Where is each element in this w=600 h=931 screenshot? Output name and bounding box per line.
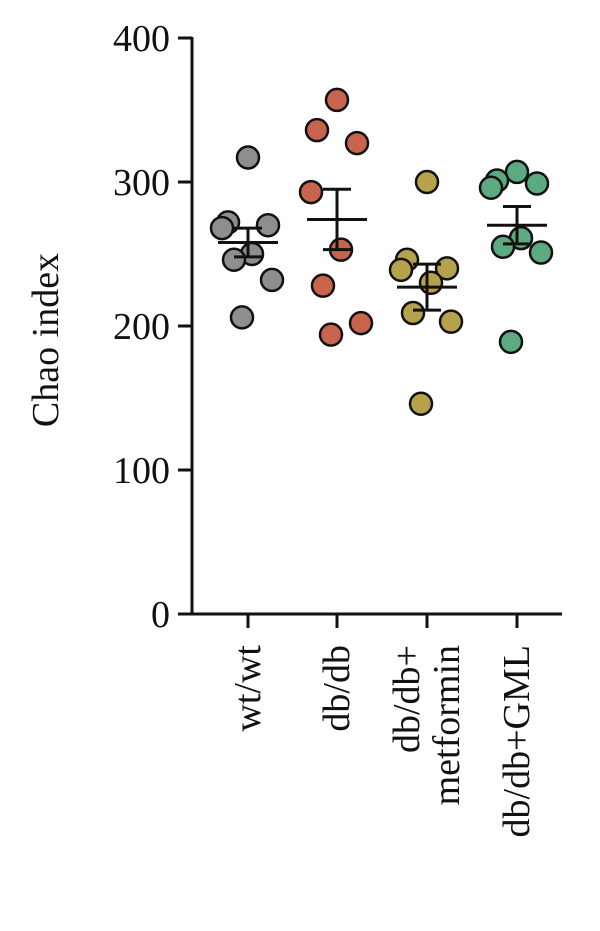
x-tick-label: db/db — [316, 645, 358, 732]
data-point — [438, 309, 464, 334]
data-point — [348, 310, 374, 336]
data-point — [478, 175, 504, 201]
y-tick-label: 300 — [113, 162, 170, 204]
data-point — [408, 391, 434, 417]
data-point — [504, 159, 530, 185]
y-axis-label: Chao index — [25, 253, 67, 427]
data-point — [229, 305, 255, 330]
data-point — [434, 256, 460, 281]
data-point — [235, 145, 261, 170]
data-point — [324, 87, 350, 113]
data-point — [304, 117, 330, 143]
data-point — [298, 179, 324, 205]
data-point — [388, 257, 414, 283]
data-point — [414, 169, 440, 195]
data-point — [524, 171, 550, 196]
data-point — [209, 215, 235, 241]
data-point — [259, 267, 285, 293]
data-point — [490, 234, 516, 260]
data-point — [344, 130, 370, 156]
data-point — [528, 240, 554, 265]
y-tick-label: 100 — [113, 450, 170, 492]
x-tick-label-line: db/db+ — [386, 645, 428, 753]
y-tick-label: 400 — [113, 18, 170, 60]
y-tick-label: 200 — [113, 306, 170, 348]
data-point — [400, 300, 426, 326]
data-point — [255, 212, 281, 238]
x-tick-label: db/db+GML — [496, 645, 538, 837]
data-point — [498, 329, 524, 355]
data-point — [318, 322, 344, 347]
x-tick-label: wt/wt — [227, 645, 269, 732]
x-tick-label: db/db+metformin — [386, 645, 468, 805]
y-tick-label: 0 — [151, 594, 170, 636]
data-point — [418, 270, 444, 296]
data-point — [310, 273, 336, 298]
data-point — [221, 247, 247, 273]
x-tick-label-line: metformin — [426, 645, 468, 805]
